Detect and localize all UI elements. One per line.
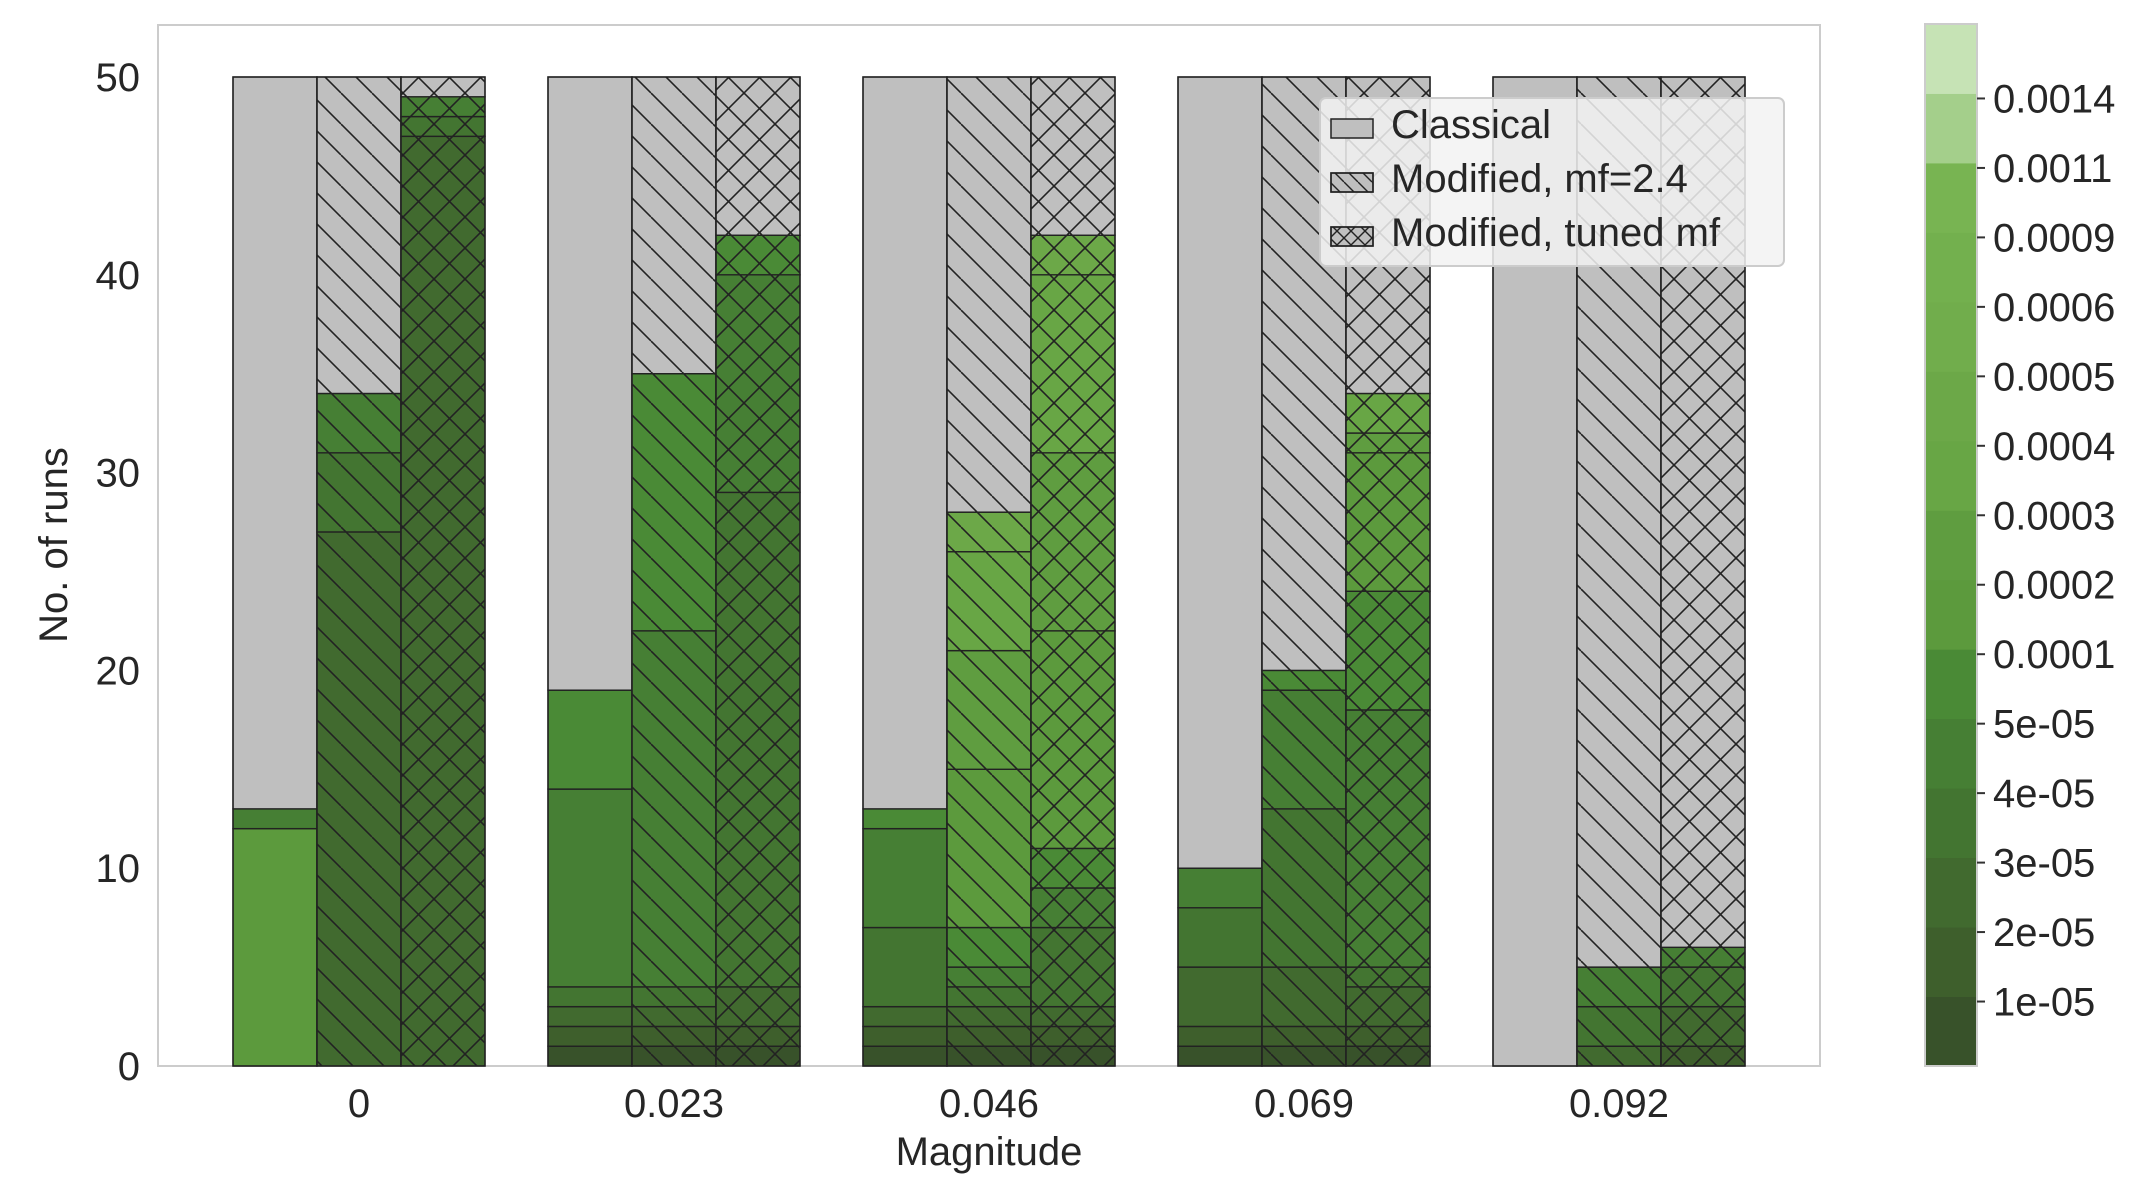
- y-axis: 0 10 20 30 40 50: [96, 56, 141, 1089]
- bar-segment: [1177, 1045, 1263, 1067]
- bar-segment: [547, 986, 633, 1008]
- bar-remainder: [547, 76, 633, 691]
- legend-label-modified-tuned: Modified, tuned mf: [1391, 211, 1721, 255]
- colorbar: 1e-05 2e-05 3e-05 4e-05 5e-05 0.0001 0.0002 0.0…: [1924, 23, 2115, 1067]
- bar-remainder: [862, 76, 948, 810]
- bar-hatch-overlay: [946, 76, 1032, 1067]
- legend-swatch-modified-mf-hatch: [1330, 172, 1374, 193]
- colorbar-ticks: 1e-05 2e-05 3e-05 4e-05 5e-05 0.0001 0.0002 0.0…: [1977, 77, 2115, 1025]
- x-axis: 0 0.023 0.046 0.069 0.092: [348, 1082, 1669, 1126]
- x-tick-label: 0.092: [1569, 1082, 1669, 1126]
- colorbar-tick-label: 1e-05: [1993, 981, 2095, 1025]
- bar-segment: [547, 1045, 633, 1067]
- bar-segment: [862, 808, 948, 830]
- colorbar-tick-label: 4e-05: [1993, 772, 2095, 816]
- x-tick-label: 0: [348, 1082, 370, 1126]
- colorbar-tick-label: 5e-05: [1993, 703, 2095, 747]
- colorbar-block: [1925, 162, 1977, 233]
- x-tick-label: 0.069: [1254, 1082, 1354, 1126]
- bar-hatch-overlay: [715, 76, 801, 1067]
- colorbar-block: [1925, 996, 1977, 1067]
- bar-hatch-overlay: [316, 76, 402, 1067]
- bar-segment: [1177, 867, 1263, 909]
- bar-segment: [862, 827, 948, 929]
- bar-segment: [1177, 966, 1263, 1028]
- bar-remainder: [1177, 76, 1263, 869]
- colorbar-tick-label: 0.0005: [1993, 355, 2115, 399]
- bar-segment: [232, 827, 318, 1067]
- colorbar-tick-label: 0.0006: [1993, 286, 2115, 330]
- colorbar-tick-label: 0.0009: [1993, 216, 2115, 260]
- bar-segment: [547, 1025, 633, 1047]
- colorbar-tick-label: 0.0011: [1993, 147, 2112, 191]
- legend: Classical Modified, mf=2.4 Modified, tun…: [1319, 97, 1785, 267]
- colorbar-block: [1925, 718, 1977, 789]
- bar-segment: [1177, 907, 1263, 968]
- colorbar-tick-label: 0.0001: [1993, 633, 2115, 677]
- bar-hatch-overlay: [1030, 76, 1116, 1067]
- bar-segment: [547, 1005, 633, 1028]
- legend-swatch-modified-tuned-hatch: [1330, 226, 1374, 247]
- bar-segment: [862, 1045, 948, 1067]
- y-tick-label: 30: [96, 452, 141, 496]
- colorbar-block: [1925, 788, 1977, 859]
- colorbar-block: [1925, 857, 1977, 928]
- bar-segment: [862, 1005, 948, 1028]
- bar-segment: [547, 689, 633, 790]
- legend-box: [1319, 97, 1785, 267]
- colorbar-block: [1925, 510, 1977, 581]
- x-axis-label: Magnitude: [896, 1130, 1083, 1174]
- bar-hatch-overlay: [400, 76, 486, 1067]
- colorbar-block: [1925, 371, 1977, 442]
- colorbar-block: [1925, 440, 1977, 511]
- colorbar-block: [1925, 579, 1977, 650]
- legend-label-classical: Classical: [1391, 103, 1551, 147]
- colorbar-tick-label: 3e-05: [1993, 842, 2095, 886]
- colorbar-block: [1925, 301, 1977, 372]
- y-axis-label: No. of runs: [32, 447, 76, 643]
- colorbar-block: [1925, 24, 1977, 94]
- bar-segment: [862, 1025, 948, 1047]
- bar-segment: [547, 788, 633, 988]
- colorbar-tick-label: 0.0004: [1993, 425, 2115, 469]
- colorbar-tick-label: 0.0002: [1993, 564, 2115, 608]
- bars-layer: [232, 76, 1746, 1067]
- bar-segment: [862, 926, 948, 1008]
- y-tick-label: 50: [96, 56, 141, 100]
- colorbar-tick-label: 0.0014: [1993, 77, 2115, 121]
- y-tick-label: 0: [118, 1045, 140, 1089]
- y-tick-label: 20: [96, 649, 141, 693]
- legend-label-modified-mf: Modified, mf=2.4: [1391, 157, 1688, 201]
- bar-remainder: [232, 76, 318, 810]
- bar-hatch-overlay: [631, 76, 717, 1067]
- colorbar-block: [1925, 93, 1977, 164]
- colorbar-blocks: [1925, 24, 1977, 1067]
- bar-segment: [232, 808, 318, 830]
- colorbar-block: [1925, 232, 1977, 303]
- colorbar-tick-label: 2e-05: [1993, 911, 2095, 955]
- colorbar-frame: [1924, 23, 1978, 1067]
- y-tick-label: 40: [96, 254, 141, 298]
- y-tick-label: 10: [96, 847, 141, 891]
- colorbar-block: [1925, 649, 1977, 720]
- colorbar-tick-label: 0.0003: [1993, 494, 2115, 538]
- x-tick-label: 0.023: [624, 1082, 724, 1126]
- legend-swatch-classical: [1330, 118, 1374, 139]
- x-tick-label: 0.046: [939, 1082, 1039, 1126]
- bar-segment: [1177, 1025, 1263, 1047]
- colorbar-block: [1925, 927, 1977, 998]
